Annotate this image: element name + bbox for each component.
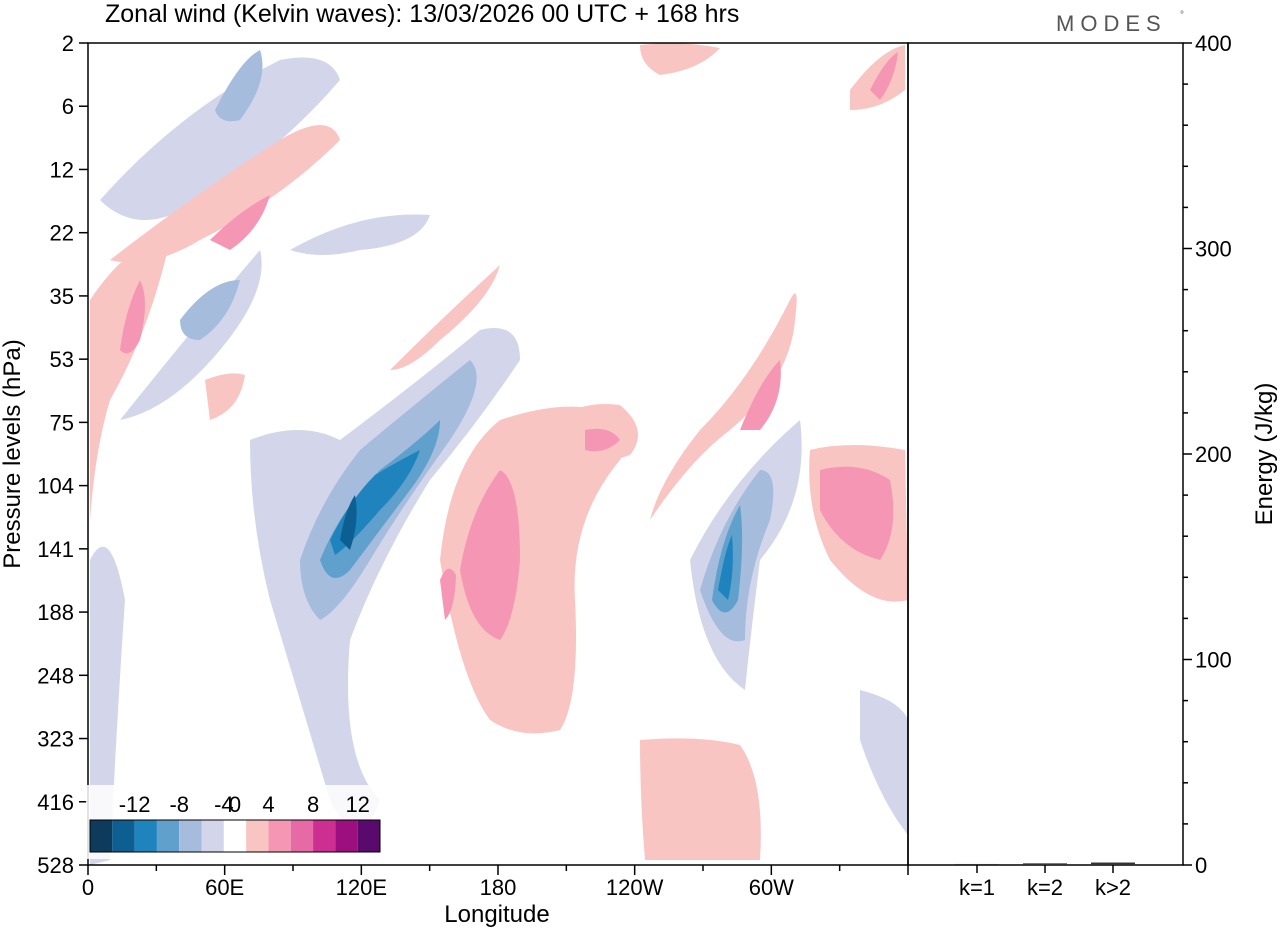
colorbar-swatch: [134, 820, 157, 852]
x-tick-label: 180: [480, 875, 517, 900]
colorbar-swatch: [112, 820, 135, 852]
energy-category-label: k=1: [959, 875, 995, 900]
neg-core-main-3: [340, 495, 357, 550]
energy-bar: [955, 863, 999, 865]
neg-band-upper: [215, 50, 263, 122]
neg-patch-upper-mid: [290, 214, 430, 255]
colorbar-label: 0: [229, 792, 241, 817]
colorbar-label: 4: [262, 792, 274, 817]
pos-band-center-west: [440, 568, 456, 620]
pos-band-far-east: [820, 466, 894, 560]
colorbar-swatch: [268, 820, 291, 852]
colorbar-swatch: [313, 820, 336, 852]
pos-band-upper: [210, 195, 270, 250]
y-tick-label: 141: [37, 537, 74, 562]
neg-patch-main-outer: [250, 328, 520, 830]
pos-band-upper-right: [870, 52, 898, 100]
contour-field: [90, 43, 908, 865]
y-tick-label: 104: [37, 474, 74, 499]
brand-logo: MODES: [1056, 11, 1167, 36]
y-tick-label: 22: [50, 221, 74, 246]
neg-patch-upper-band: [100, 57, 340, 220]
colorbar-label: -4: [214, 792, 234, 817]
y-tick-label: 53: [50, 347, 74, 372]
colorbar-frame: [89, 819, 381, 853]
energy-axis-label: Energy (J/kg): [1251, 383, 1278, 526]
pos-band-west: [120, 280, 145, 354]
y-tick-label: 6: [62, 94, 74, 119]
colorbar-swatch: [335, 820, 358, 852]
neg-band-upper-2: [180, 280, 240, 340]
colorbar-swatch: [246, 820, 269, 852]
colorbar-swatch: [201, 820, 224, 852]
energy-tick-label: 400: [1195, 31, 1232, 56]
colorbar-swatch: [223, 820, 247, 852]
pos-patch-top: [640, 43, 720, 75]
energy-axis: 0 100 200 300 400: [1183, 31, 1232, 878]
energy-panel-frame: [907, 42, 1184, 866]
y-tick-label: 248: [37, 663, 74, 688]
pos-patch-small: [205, 373, 245, 420]
y-tick-label: 323: [37, 727, 74, 752]
y-axis-label: Pressure levels (hPa): [0, 339, 26, 568]
y-tick-label: 75: [50, 410, 74, 435]
pos-patch-mid: [390, 265, 500, 370]
pos-patch-east: [650, 293, 797, 520]
y-tick-label: 12: [50, 157, 74, 182]
colorbar-swatch: [290, 820, 314, 852]
longitude-axis: 0 60E 120E 180 120W 60W: [82, 865, 909, 900]
pos-patch-center: [440, 406, 627, 734]
y-tick-label: 188: [37, 600, 74, 625]
colorbar: -12 -8 -40 4 8 12: [86, 785, 384, 859]
colorbar-label: -8: [169, 792, 189, 817]
colorbar-swatch: [90, 820, 113, 852]
energy-category-label: k=2: [1027, 875, 1063, 900]
energy-tick-label: 300: [1195, 237, 1232, 262]
energy-bars: k=1 k=2 k>2: [955, 862, 1135, 900]
pos-patch-west: [90, 240, 170, 520]
colorbar-label: -12: [119, 792, 151, 817]
x-tick-label: 0: [82, 875, 94, 900]
pos-patch-lower: [640, 738, 761, 860]
x-tick-label: 120W: [606, 875, 664, 900]
colorbar-label: 8: [307, 792, 319, 817]
y-tick-label: 416: [37, 790, 74, 815]
energy-tick-label: 0: [1195, 853, 1207, 878]
energy-bar: [1023, 863, 1067, 865]
pos-patch-upper-diag: [110, 125, 340, 263]
pos-band-east-2: [740, 360, 781, 430]
x-tick-label: 120E: [336, 875, 387, 900]
pos-band-center: [460, 470, 520, 640]
colorbar-swatch: [156, 820, 180, 852]
colorbar-swatch: [357, 820, 380, 852]
pos-band-center-north: [585, 428, 620, 452]
pressure-axis: 2 6 12 22 35 53 75 104 141 188 248 323 416 528: [37, 31, 88, 878]
x-tick-label: 60E: [205, 875, 244, 900]
neg-core-east-2: [718, 535, 733, 600]
colorbar-swatch: [179, 820, 202, 852]
energy-tick-label: 200: [1195, 442, 1232, 467]
colorbar-label: 12: [345, 792, 369, 817]
y-tick-label: 35: [50, 284, 74, 309]
x-axis-label: Longitude: [444, 901, 549, 928]
x-tick-label: 60W: [749, 875, 794, 900]
y-tick-label: 528: [37, 853, 74, 878]
neg-patch-far-east: [860, 690, 908, 835]
y-tick-label: 2: [62, 31, 74, 56]
brand-mark: °: [1180, 10, 1184, 21]
energy-category-label: k>2: [1095, 875, 1131, 900]
energy-bar: [1091, 862, 1135, 865]
energy-tick-label: 100: [1195, 648, 1232, 673]
chart-title: Zonal wind (Kelvin waves): 13/03/2026 00…: [105, 0, 739, 28]
